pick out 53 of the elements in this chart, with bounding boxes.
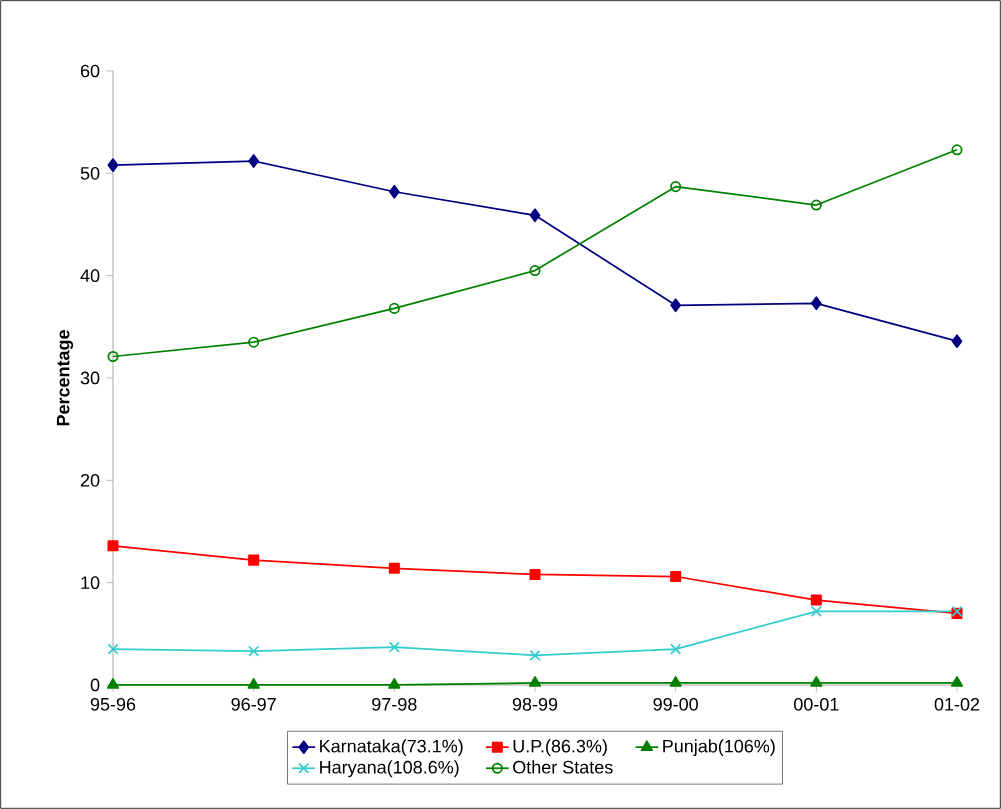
point: [670, 570, 682, 583]
point: [669, 676, 682, 687]
point: [951, 144, 963, 156]
legend-label: Other States: [513, 760, 613, 774]
point: [810, 676, 823, 687]
x-tick-label: 00-01: [794, 697, 839, 711]
y-axis-title: Percentage: [56, 330, 74, 426]
y-tick-label: 20: [80, 473, 100, 487]
point: [810, 199, 822, 211]
legend-label: Haryana(108.6%): [320, 760, 459, 778]
x-tick-label: 99-00: [653, 697, 698, 711]
point: [248, 336, 260, 348]
point: [107, 158, 119, 173]
point: [107, 540, 119, 552]
x-tick-label: 98-99: [512, 697, 558, 711]
point: [529, 649, 541, 661]
point: [528, 676, 542, 687]
point: [247, 678, 260, 689]
x-tick-label: 97-98: [372, 697, 417, 711]
point: [106, 678, 120, 689]
point: [670, 181, 682, 193]
point: [810, 296, 822, 311]
legend-label: U.P.(86.3%): [513, 739, 607, 757]
legend-label: Punjab(106%): [663, 739, 775, 757]
y-tick-label: 30: [80, 371, 100, 385]
point: [529, 568, 541, 580]
point: [951, 334, 963, 349]
y-tick-label: 50: [80, 166, 100, 180]
point: [810, 594, 822, 606]
legend-label: Karnataka(73.1%): [320, 739, 463, 757]
point: [248, 554, 260, 566]
point: [529, 265, 541, 277]
x-tick-label: 95-96: [90, 697, 136, 711]
point: [670, 298, 682, 313]
point: [248, 645, 260, 657]
point: [388, 562, 400, 574]
point: [529, 208, 541, 223]
y-tick-label: 0: [90, 678, 100, 692]
point: [388, 302, 400, 314]
x-tick-label: 96-97: [231, 697, 276, 711]
point: [248, 154, 260, 168]
point: [107, 643, 119, 655]
point: [950, 676, 964, 687]
point: [810, 605, 822, 617]
point: [670, 643, 682, 655]
x-tick-label: 01-02: [934, 697, 980, 711]
point: [388, 184, 400, 199]
point: [388, 641, 400, 653]
point: [107, 350, 119, 363]
y-tick-label: 40: [80, 269, 100, 283]
point: [388, 678, 401, 689]
y-tick-label: 10: [81, 576, 100, 590]
y-tick-label: 60: [80, 64, 100, 78]
